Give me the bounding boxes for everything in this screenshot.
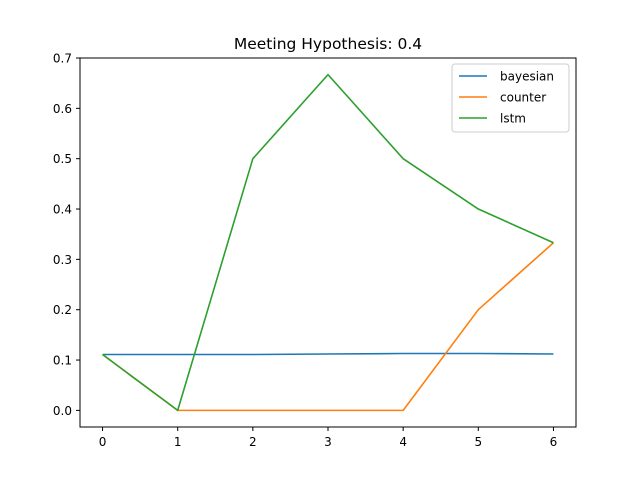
y-tick-label: 0.6 [53,102,72,116]
series-line-bayesian [102,352,554,356]
x-tick-label: 6 [550,435,558,449]
y-tick-label: 0.3 [53,253,72,267]
legend-label-lstm: lstm [500,112,526,126]
y-tick-label: 0.5 [53,152,72,166]
x-tick-label: 0 [99,435,107,449]
legend-label-counter: counter [500,91,546,105]
y-tick-label: 0.7 [53,52,72,66]
series-layer [102,73,554,412]
series-line-counter [102,242,554,412]
y-tick-label: 0.0 [53,404,72,418]
x-tick-label: 2 [249,435,257,449]
y-tick-label: 0.1 [53,354,72,368]
legend-label-bayesian: bayesian [500,70,554,84]
x-tick-label: 4 [399,435,407,449]
legend: bayesian counter lstm [451,63,570,133]
x-tick-label: 1 [174,435,182,449]
x-axis: 0 1 2 3 4 5 6 [99,427,558,449]
y-tick-label: 0.4 [53,203,72,217]
legend-box [451,63,570,133]
x-tick-label: 5 [474,435,482,449]
y-tick-label: 0.2 [53,303,72,317]
y-axis: 0.0 0.1 0.2 0.3 0.4 0.5 0.6 0.7 [53,52,80,418]
series-line-lstm [102,73,554,412]
x-tick-label: 3 [324,435,332,449]
chart-title: Meeting Hypothesis: 0.4 [234,35,422,53]
